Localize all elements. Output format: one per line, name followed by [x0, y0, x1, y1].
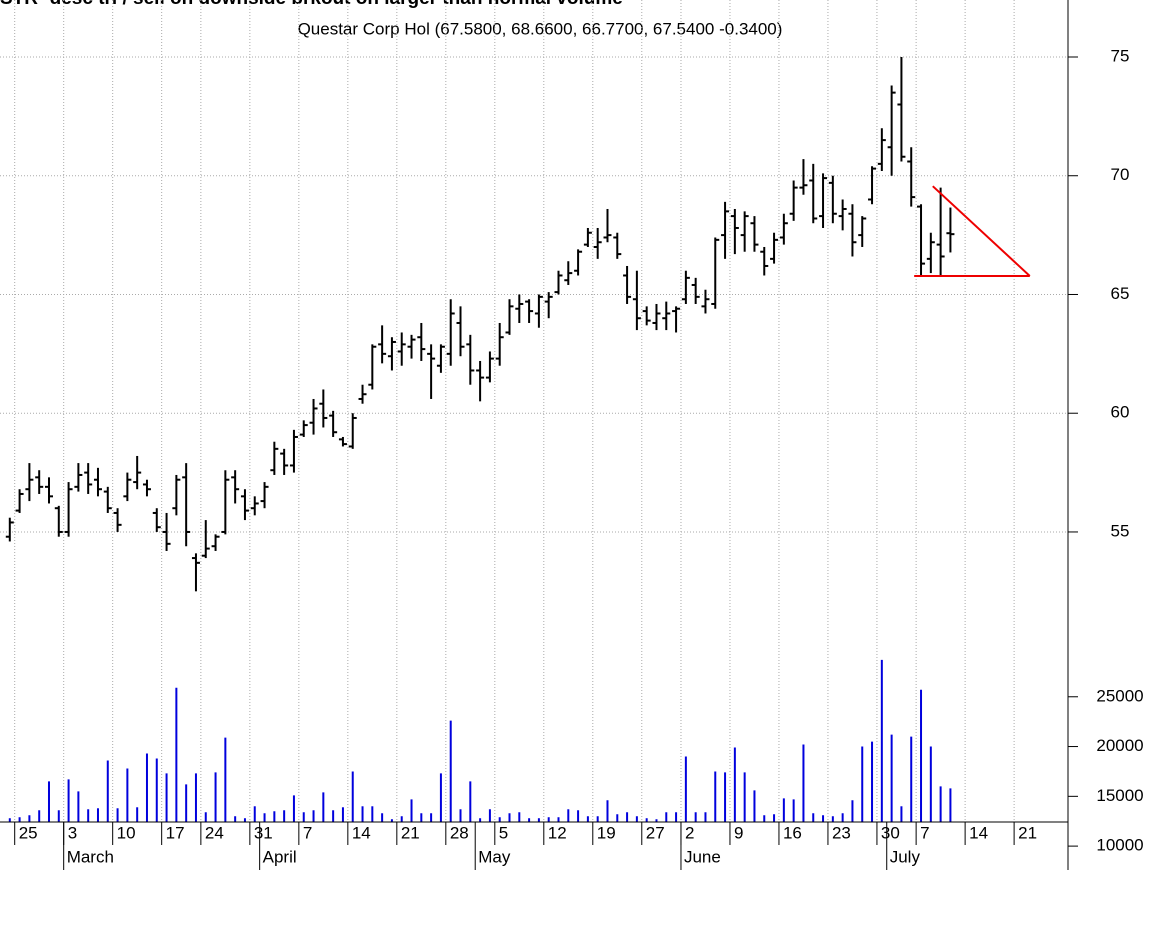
y-tick-label: 25000: [1096, 686, 1143, 705]
date-band: [0, 822, 1068, 870]
x-tick-label: 2: [685, 823, 694, 842]
x-tick-label: 14: [969, 823, 988, 842]
x-tick-label: 17: [166, 823, 185, 842]
month-label: April: [263, 847, 297, 866]
y-tick-label: 65: [1111, 284, 1130, 303]
x-tick-label: 23: [832, 823, 851, 842]
x-tick-label: 7: [920, 823, 929, 842]
x-tick-label: 9: [734, 823, 743, 842]
x-tick-label: 10: [117, 823, 136, 842]
x-tick-label: 14: [352, 823, 371, 842]
x-tick-label: 19: [597, 823, 616, 842]
y-tick-label: 20000: [1096, 736, 1143, 755]
x-tick-label: 27: [646, 823, 665, 842]
x-tick-label: 31: [254, 823, 273, 842]
x-tick-label: 28: [450, 823, 469, 842]
month-label: March: [67, 847, 114, 866]
x-tick-label: 30: [881, 823, 900, 842]
trend-line: [932, 185, 1031, 277]
y-tick-label: 15000: [1096, 786, 1143, 805]
y-tick-label: 60: [1111, 403, 1130, 422]
chart-title: STR- desc tri / sell on downside brkout …: [0, 0, 623, 9]
y-tick-label: 75: [1111, 46, 1130, 65]
y-tick-label: 70: [1111, 165, 1130, 184]
x-tick-label: 7: [303, 823, 312, 842]
y-tick-label: 10000: [1096, 836, 1143, 855]
x-tick-label: 16: [783, 823, 802, 842]
legend: Questar Corp Hol (67.5800, 68.6600, 66.7…: [298, 19, 783, 38]
x-tick-label: 21: [401, 823, 420, 842]
x-tick-label: 12: [548, 823, 567, 842]
month-label: May: [478, 847, 511, 866]
month-label: June: [684, 847, 721, 866]
x-tick-label: 3: [68, 823, 77, 842]
x-tick-label: 24: [205, 823, 224, 842]
x-tick-label: 5: [499, 823, 508, 842]
x-tick-label: 25: [19, 823, 38, 842]
month-label: July: [890, 847, 921, 866]
x-tick-label: 21: [1018, 823, 1037, 842]
y-tick-label: 55: [1111, 521, 1130, 540]
